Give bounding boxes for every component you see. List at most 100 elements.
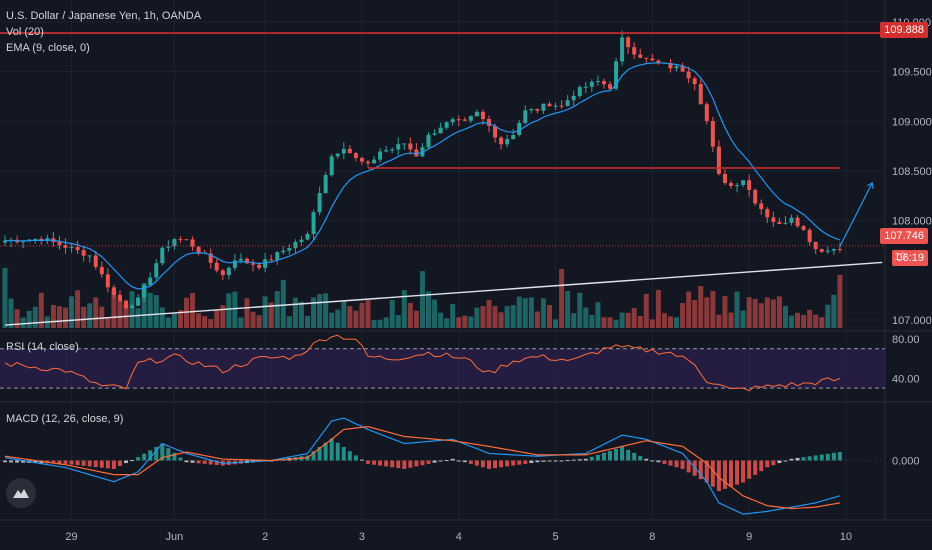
candle-body — [771, 217, 776, 222]
volume-bar — [117, 299, 123, 328]
macd-histogram-bar — [765, 460, 770, 468]
candle-body — [583, 86, 588, 88]
volume-bar — [280, 279, 286, 328]
candle-body — [426, 134, 431, 148]
candle-body — [831, 249, 836, 251]
macd-histogram-bar — [353, 455, 358, 461]
macd-histogram-bar — [741, 460, 746, 483]
macd-histogram-bar — [130, 460, 135, 462]
candle-body — [438, 127, 443, 134]
candle-body — [632, 47, 637, 55]
volume-bar — [637, 315, 643, 328]
macd-histogram-bar — [813, 455, 818, 461]
macd-histogram-bar — [426, 460, 431, 464]
volume-bar — [776, 296, 782, 328]
macd-histogram-bar — [311, 451, 316, 461]
macd-y-tick-0: 0.000 — [892, 456, 920, 468]
volume-bar — [383, 317, 389, 328]
candle-body — [154, 263, 159, 278]
candle-body — [359, 157, 364, 162]
macd-histogram-bar — [601, 452, 606, 461]
candle-body — [366, 161, 370, 164]
volume-bar — [801, 314, 807, 328]
ema-legend: EMA (9, close, 0) — [6, 42, 90, 54]
macd-histogram-bar — [801, 457, 806, 461]
candle-body — [541, 103, 546, 111]
volume-bar — [63, 307, 68, 328]
macd-histogram-bar — [420, 460, 425, 466]
projection-arrow-line — [839, 182, 873, 247]
macd-histogram-bar — [456, 460, 461, 462]
resistance-price-tag: 109.888 — [880, 22, 928, 38]
volume-bar — [565, 291, 571, 328]
volume-bar — [813, 314, 819, 328]
candle-body — [57, 242, 62, 246]
volume-bar — [583, 307, 589, 328]
macd-histogram-bar — [595, 454, 600, 461]
candle-body — [759, 203, 764, 210]
macd-histogram-bar — [15, 460, 20, 463]
volume-bar — [686, 291, 692, 328]
volume-bar — [347, 306, 353, 328]
volume-bar — [504, 306, 510, 328]
volume-bar — [292, 297, 298, 328]
macd-legend: MACD (12, 26, close, 9) — [6, 413, 124, 425]
candle-body — [190, 239, 195, 247]
volume-bar — [674, 317, 680, 328]
macd-histogram-bar — [63, 460, 68, 464]
candle-body — [81, 250, 86, 256]
ema-line — [4, 62, 841, 290]
macd-histogram-bar — [493, 460, 498, 469]
macd-histogram-bar — [33, 460, 38, 464]
volume-bar — [226, 293, 232, 328]
macd-histogram-bar — [3, 460, 7, 463]
candle-body — [620, 37, 625, 62]
macd-histogram-bar — [148, 450, 153, 461]
candle-body — [33, 238, 38, 240]
volume-bar — [540, 298, 546, 328]
macd-histogram-bar — [783, 460, 788, 462]
macd-histogram-bar — [626, 449, 631, 461]
candle-body — [372, 159, 377, 164]
macd-histogram-bar — [722, 460, 727, 489]
volume-bar — [244, 298, 250, 328]
macd-histogram-bar — [21, 460, 26, 463]
volume-bar — [577, 292, 583, 328]
macd-histogram-bar — [414, 460, 419, 467]
candle-body — [741, 180, 746, 186]
candle-body — [269, 259, 274, 261]
candle-body — [293, 241, 298, 249]
volume-bar — [105, 318, 111, 328]
volume-bar — [528, 297, 534, 328]
macd-histogram-bar — [462, 460, 467, 463]
rsi-band — [0, 348, 885, 389]
candle-body — [63, 245, 68, 248]
macd-histogram-bar — [202, 460, 207, 464]
volume-bar — [359, 302, 365, 328]
volume-bar — [177, 310, 183, 328]
candle-body — [777, 221, 782, 224]
volume-bar — [317, 294, 323, 328]
candle-body — [813, 242, 818, 250]
candle-body — [214, 262, 219, 271]
macd-histogram-bar — [487, 460, 491, 469]
candle-body — [735, 185, 740, 187]
volume-bar — [401, 290, 407, 328]
volume-bar — [710, 290, 716, 328]
candle-body — [765, 209, 770, 218]
volume-bar — [692, 300, 698, 328]
volume-bar — [311, 297, 317, 328]
candle-body — [656, 60, 661, 63]
candle-body — [263, 259, 268, 268]
time-tick-2: 2 — [262, 531, 268, 543]
tradingview-logo-icon[interactable] — [6, 478, 36, 508]
volume-bar — [680, 303, 686, 328]
candle-body — [311, 212, 316, 235]
volume-bar — [619, 312, 625, 328]
macd-histogram-bar — [93, 460, 98, 468]
macd-line — [4, 417, 841, 515]
logo-mountain-icon — [13, 489, 29, 498]
volume-bar — [274, 291, 280, 328]
